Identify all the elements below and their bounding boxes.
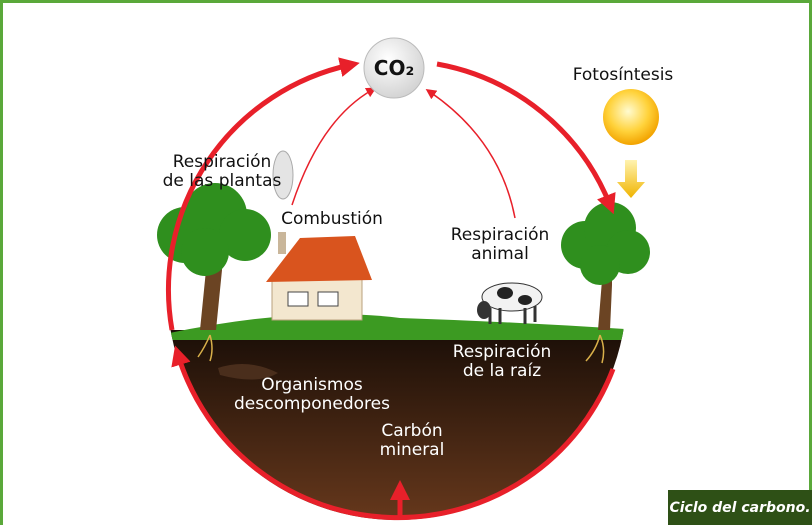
label-line: descomponedores: [234, 394, 390, 414]
label-line: de la raíz: [463, 361, 541, 381]
label-line: Respiración: [451, 225, 550, 245]
label-line: mineral: [380, 440, 445, 460]
label: Respiración de las plantas: [163, 152, 282, 191]
co2-bubble: [363, 37, 425, 99]
label-line: Carbón: [381, 421, 442, 441]
sun: [603, 89, 659, 145]
label-line: Respiración: [173, 152, 272, 172]
label-line: Combustión: [281, 209, 383, 229]
house: [266, 232, 372, 321]
caption-box: [668, 490, 812, 525]
label: Respiración animal: [451, 225, 550, 264]
label-line: Organismos: [261, 375, 363, 395]
leaf-gas: [272, 150, 294, 200]
roots: [197, 334, 605, 364]
grass: [167, 314, 627, 340]
label: Combustión: [281, 209, 383, 229]
co2-label: CO₂: [374, 56, 414, 80]
label-line: animal: [471, 244, 529, 264]
tree-crown: [561, 202, 650, 285]
sun-ray: [617, 160, 645, 198]
fossil: [218, 364, 278, 380]
label-line: de las plantas: [163, 171, 282, 191]
cow: [477, 282, 543, 324]
label: Respiración de la raíz: [453, 342, 552, 381]
cycle-arrows: [165, 57, 616, 521]
label-line: Fotosíntesis: [573, 65, 674, 85]
emission-arrows: [291, 87, 516, 219]
label: Carbón mineral: [380, 421, 445, 460]
label: Organismos descomponedores: [234, 375, 390, 414]
label: Fotosíntesis: [573, 65, 674, 85]
caption: Ciclo del carbono.: [669, 500, 810, 516]
label-line: Respiración: [453, 342, 552, 362]
